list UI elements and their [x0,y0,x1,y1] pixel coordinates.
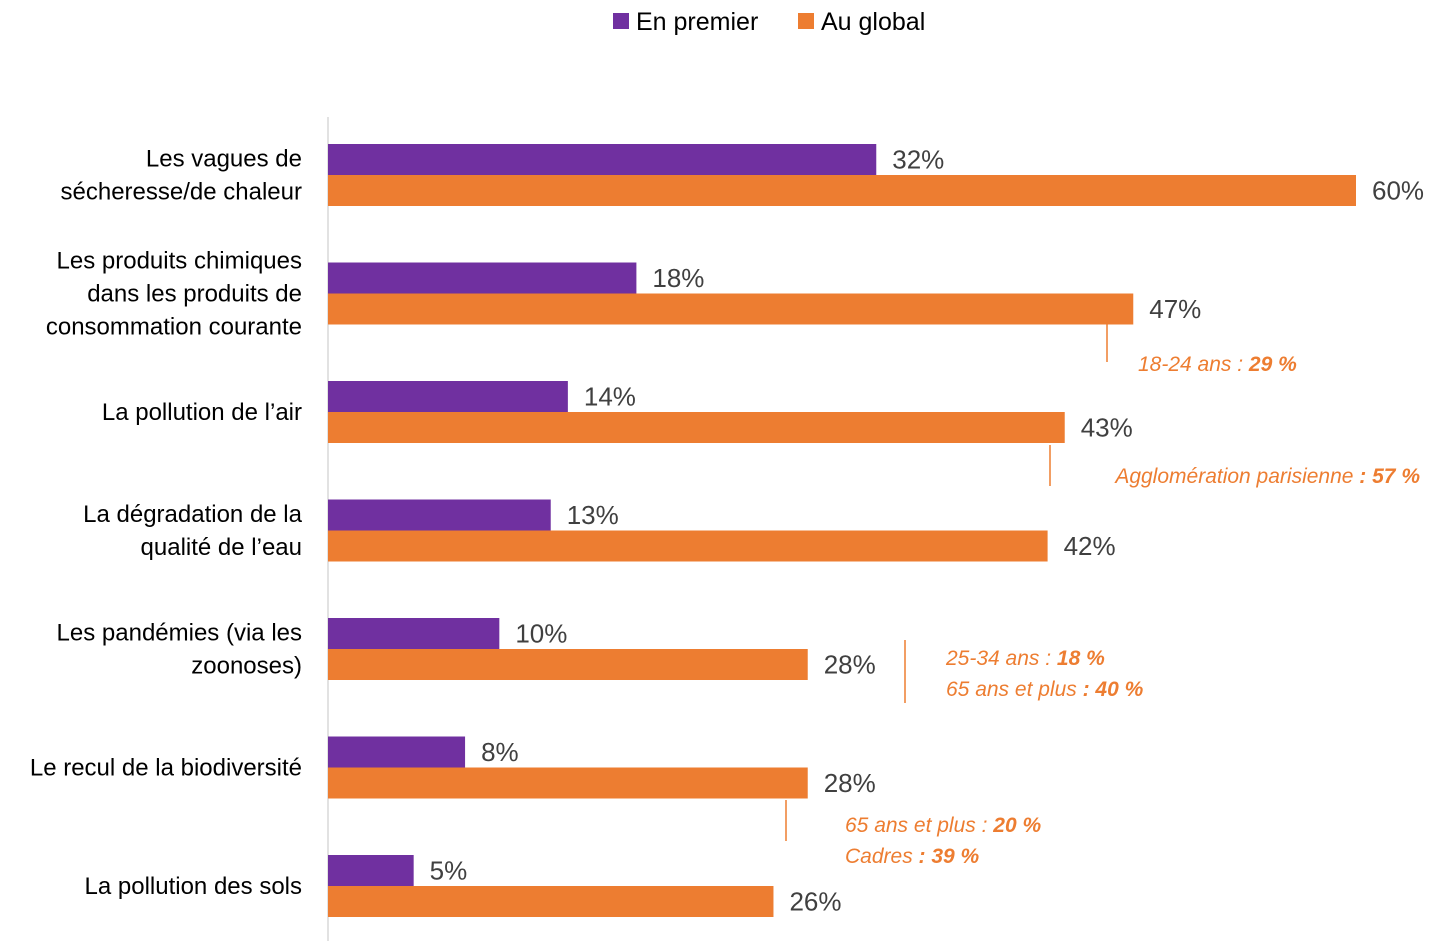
legend-swatch-1 [798,13,814,29]
annotation-text: 25-34 ans : 18 % [945,647,1105,670]
bar-au-global [328,767,808,799]
annotation-text: 65 ans et plus : 40 % [946,678,1144,701]
value-label: 43% [1081,413,1133,443]
value-label: 26% [789,887,841,917]
bar-au-global [328,293,1134,325]
annotation-text: 18-24 ans : 29 % [1138,353,1297,376]
legend-label-1: Au global [821,8,925,36]
value-label: 18% [652,263,704,293]
bar-en-premier [328,144,877,175]
legend: En premier Au global [613,8,925,36]
legend-swatch-0 [613,13,629,29]
value-label: 5% [430,856,468,886]
category-label: sécheresse/de chaleur [61,179,302,206]
category-label: La pollution de l’air [102,399,302,426]
category-label: La pollution des sols [85,873,302,900]
bars [328,144,1356,917]
bar-au-global [328,649,808,680]
value-label: 28% [824,650,876,680]
value-label: 13% [567,500,619,530]
bar-au-global [328,886,774,917]
value-label: 14% [584,382,636,412]
category-label: consommation courante [46,314,302,341]
value-labels: 32% 60% 18% 47% 14% 43% 13% 42% 10% 28% 8% 28% 5% 26% [430,145,1424,917]
category-labels: Les vagues de sécheresse/de chaleur Les pr… [30,146,303,901]
value-label: 47% [1149,294,1201,324]
category-label: zoonoses) [191,653,302,680]
annotation-text: Cadres : 39 % [845,845,980,868]
value-label: 42% [1064,531,1116,561]
bar-en-premier [328,736,466,768]
bar-en-premier [328,499,551,531]
bar-au-global [328,530,1048,562]
value-label: 32% [892,145,944,175]
bar-en-premier [328,618,500,649]
annotation-text: Agglomération parisienne : 57 % [1113,465,1420,488]
value-label: 8% [481,737,519,767]
bar-en-premier [328,855,414,886]
annotations: 18-24 ans : 29 % Agglomération parisienne… [785,322,1420,868]
category-label: qualité de l’eau [141,534,302,561]
category-label: Le recul de la biodiversité [30,755,302,782]
category-label: Les pandémies (via les [57,620,302,647]
bar-en-premier [328,262,637,294]
value-label: 10% [515,619,567,649]
category-label: Les produits chimiques [57,248,302,275]
value-label: 60% [1372,176,1424,206]
annotation-text: 65 ans et plus : 20 % [845,814,1041,837]
value-label: 28% [824,768,876,798]
bar-en-premier [328,381,568,412]
category-label: dans les produits de [87,281,302,308]
bar-au-global [328,412,1065,443]
category-label: Les vagues de [146,146,302,173]
bar-au-global [328,175,1356,206]
category-label: La dégradation de la [83,501,303,528]
legend-label-0: En premier [636,8,758,36]
